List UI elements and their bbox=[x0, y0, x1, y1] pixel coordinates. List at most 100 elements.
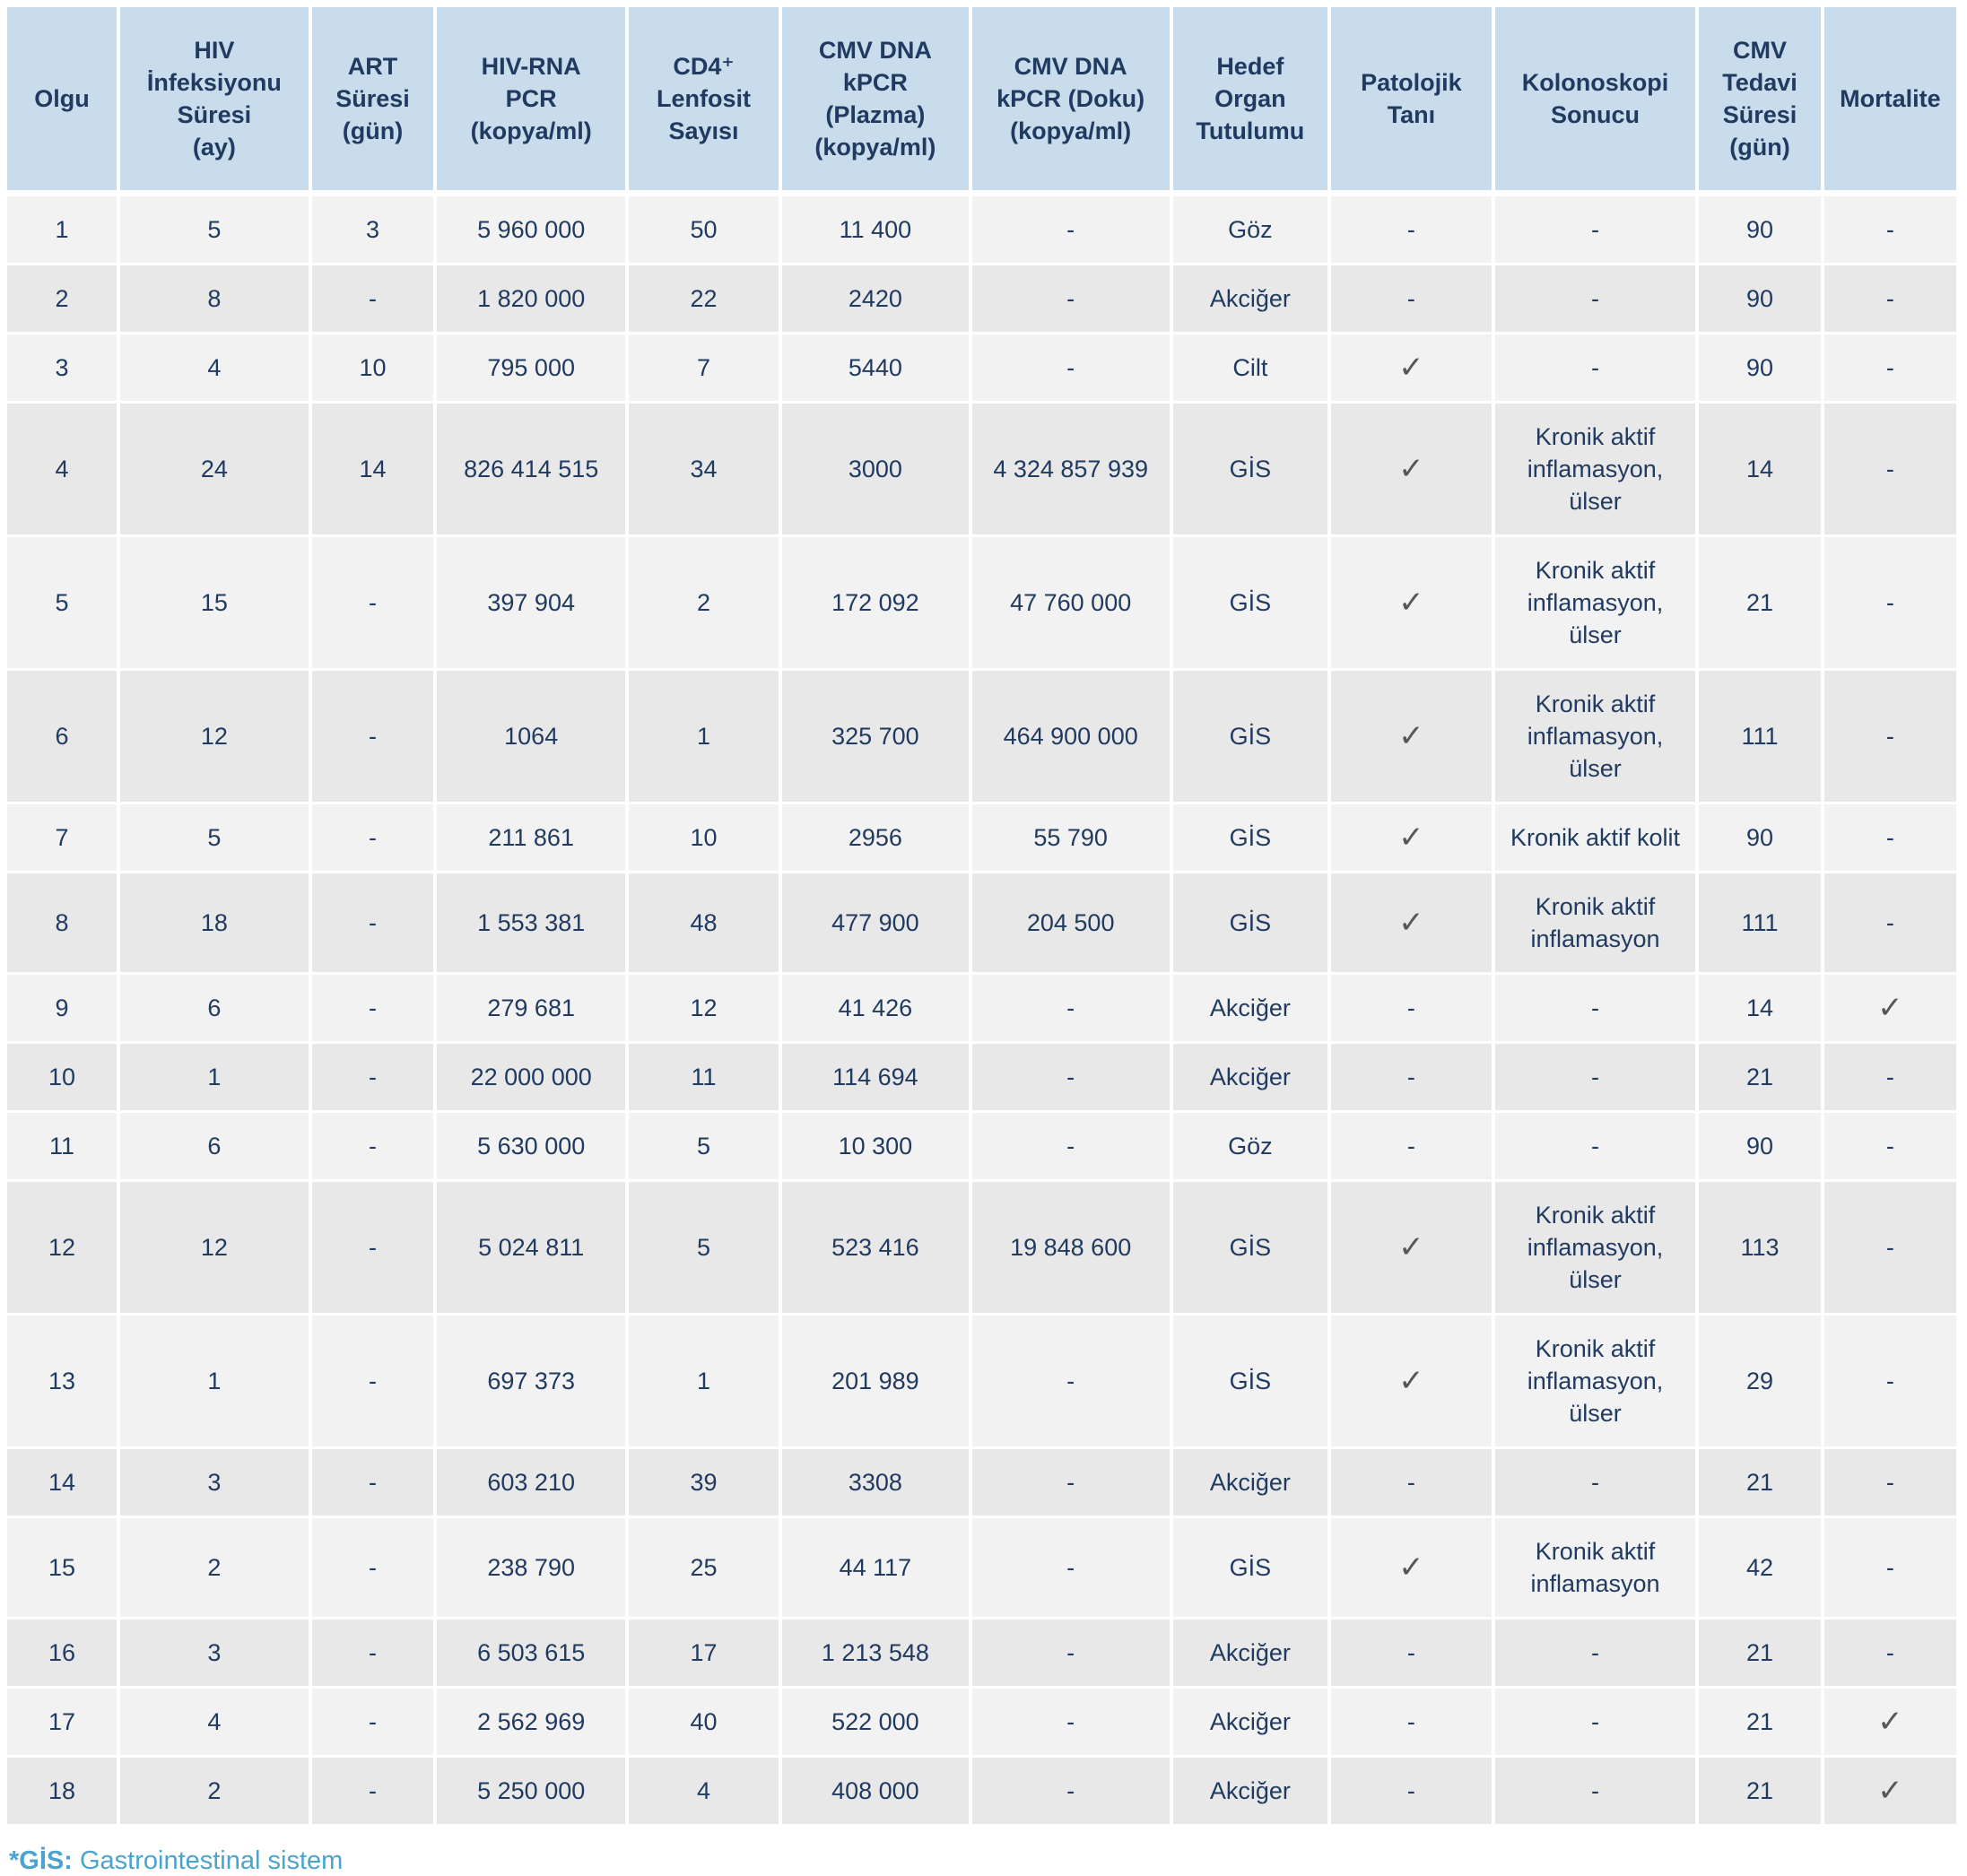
table-cell: 12 bbox=[7, 1180, 120, 1316]
table-cell: 8 bbox=[117, 264, 312, 334]
table-row: 4 24 14 826 414 515 34 3000 4 324 857 939 GİS ✓ K… bbox=[7, 402, 1961, 537]
table-cell: 2 562 969 bbox=[435, 1687, 630, 1758]
table-cell: 522 000 bbox=[779, 1687, 972, 1758]
checkmark-icon: ✓ bbox=[1329, 1314, 1495, 1449]
table-cell: 13 bbox=[7, 1314, 120, 1449]
table-cell: 5 bbox=[627, 1111, 782, 1182]
table-cell: Kronik aktif inflamasyon, ülser bbox=[1493, 669, 1700, 804]
table-cell: 5 630 000 bbox=[435, 1111, 630, 1182]
table-cell: 14 bbox=[1697, 973, 1824, 1044]
table-cell: 1 213 548 bbox=[779, 1618, 972, 1689]
table-cell: 5 024 811 bbox=[435, 1180, 630, 1316]
table-cell: - bbox=[309, 264, 438, 334]
checkmark-icon: ✓ bbox=[1329, 333, 1495, 404]
table-cell: 5 bbox=[117, 803, 312, 873]
table-cell: - bbox=[1329, 1111, 1495, 1182]
table-cell: - bbox=[1822, 1447, 1961, 1518]
table-cell: 41 426 bbox=[779, 973, 972, 1044]
table-row: 6 12-1064 1 325 700 464 900 000 GİS ✓ Kronik ak… bbox=[7, 669, 1961, 804]
table-cell: 21 bbox=[1697, 1618, 1824, 1689]
table-cell: - bbox=[970, 1687, 1173, 1758]
table-cell: 6 bbox=[117, 973, 312, 1044]
table-cell: 50 bbox=[627, 193, 782, 265]
table-cell: 4 bbox=[7, 402, 120, 537]
table-cell: 21 bbox=[1697, 1687, 1824, 1758]
table-cell: 697 373 bbox=[435, 1314, 630, 1449]
table-cell: 6 bbox=[7, 669, 120, 804]
table-cell: - bbox=[1493, 1618, 1700, 1689]
table-cell: - bbox=[970, 973, 1173, 1044]
table-cell: 19 848 600 bbox=[970, 1180, 1173, 1316]
table-cell: 15 bbox=[117, 535, 312, 671]
table-cell: Kronik aktif inflamasyon bbox=[1493, 872, 1700, 975]
table-cell: - bbox=[309, 1314, 438, 1449]
table-cell: - bbox=[1822, 402, 1961, 537]
table-cell: 10 bbox=[7, 1042, 120, 1113]
case-table: Olgu HIV İnfeksiyonu Süresi (ay) ART Süres… bbox=[7, 7, 1961, 1827]
table-cell: GİS bbox=[1171, 402, 1332, 537]
checkmark-icon: ✓ bbox=[1329, 1516, 1495, 1620]
case-table-container: Olgu HIV İnfeksiyonu Süresi (ay) ART Süres… bbox=[7, 7, 1961, 1827]
column-header: Hedef Organ Tutulumu bbox=[1171, 7, 1332, 196]
column-header: HIV-RNA PCR (kopya/ml) bbox=[435, 7, 630, 196]
table-cell: 3 bbox=[309, 193, 438, 265]
table-row: 13 1-697 373 1 201 989- GİS ✓ Kronik aktif inf… bbox=[7, 1314, 1961, 1449]
table-cell: - bbox=[1493, 1111, 1700, 1182]
table-cell: 795 000 bbox=[435, 333, 630, 404]
table-cell: 90 bbox=[1697, 193, 1824, 265]
table-cell: 48 bbox=[627, 872, 782, 975]
table-cell: 7 bbox=[7, 803, 120, 873]
header-row: Olgu HIV İnfeksiyonu Süresi (ay) ART Süres… bbox=[7, 7, 1961, 196]
table-cell: 2420 bbox=[779, 264, 972, 334]
table-cell: 1 bbox=[627, 669, 782, 804]
table-row: 16 3-6 503 615 17 1 213 548- Akciğer - -21- bbox=[7, 1618, 1961, 1689]
table-cell: - bbox=[1822, 1042, 1961, 1113]
table-cell: - bbox=[1493, 1687, 1700, 1758]
table-cell: 22 bbox=[627, 264, 782, 334]
column-header: CMV DNA kPCR (Doku) (kopya/ml) bbox=[970, 7, 1173, 196]
table-cell: 4 324 857 939 bbox=[970, 402, 1173, 537]
table-cell: - bbox=[309, 1687, 438, 1758]
table-cell: 114 694 bbox=[779, 1042, 972, 1113]
table-cell: 14 bbox=[1697, 402, 1824, 537]
table-cell: - bbox=[1329, 1618, 1495, 1689]
table-cell: - bbox=[1822, 1618, 1961, 1689]
table-cell: Akciğer bbox=[1171, 1756, 1332, 1827]
table-cell: 11 bbox=[627, 1042, 782, 1113]
table-cell: - bbox=[309, 1111, 438, 1182]
checkmark-icon: ✓ bbox=[1329, 1180, 1495, 1316]
table-cell: 10 bbox=[627, 803, 782, 873]
table-cell: 17 bbox=[627, 1618, 782, 1689]
table-cell: 3 bbox=[117, 1447, 312, 1518]
table-cell: 5 960 000 bbox=[435, 193, 630, 265]
table-cell: 2 bbox=[117, 1756, 312, 1827]
table-cell: - bbox=[309, 973, 438, 1044]
table-cell: 211 861 bbox=[435, 803, 630, 873]
table-cell: 4 bbox=[627, 1756, 782, 1827]
table-cell: - bbox=[309, 1756, 438, 1827]
table-cell: - bbox=[970, 1618, 1173, 1689]
table-cell: - bbox=[309, 669, 438, 804]
table-cell: 2 bbox=[117, 1516, 312, 1620]
table-cell: 8 bbox=[7, 872, 120, 975]
table-cell: 3308 bbox=[779, 1447, 972, 1518]
table-cell: 397 904 bbox=[435, 535, 630, 671]
table-cell: - bbox=[970, 1756, 1173, 1827]
column-header: HIV İnfeksiyonu Süresi (ay) bbox=[117, 7, 312, 196]
table-cell: 5440 bbox=[779, 333, 972, 404]
table-cell: 2956 bbox=[779, 803, 972, 873]
table-cell: - bbox=[1493, 1756, 1700, 1827]
table-cell: 21 bbox=[1697, 1042, 1824, 1113]
table-cell: 1 bbox=[117, 1042, 312, 1113]
table-cell: Akciğer bbox=[1171, 1687, 1332, 1758]
checkmark-icon: ✓ bbox=[1329, 872, 1495, 975]
table-row: 5 15-397 904 2 172 092 47 760 000 GİS ✓ Kronik … bbox=[7, 535, 1961, 671]
table-cell: 4 bbox=[117, 1687, 312, 1758]
table-cell: 12 bbox=[117, 1180, 312, 1316]
table-cell: - bbox=[1493, 1447, 1700, 1518]
table-cell: 42 bbox=[1697, 1516, 1824, 1620]
table-cell: 325 700 bbox=[779, 669, 972, 804]
table-cell: 172 092 bbox=[779, 535, 972, 671]
table-cell: - bbox=[1822, 803, 1961, 873]
